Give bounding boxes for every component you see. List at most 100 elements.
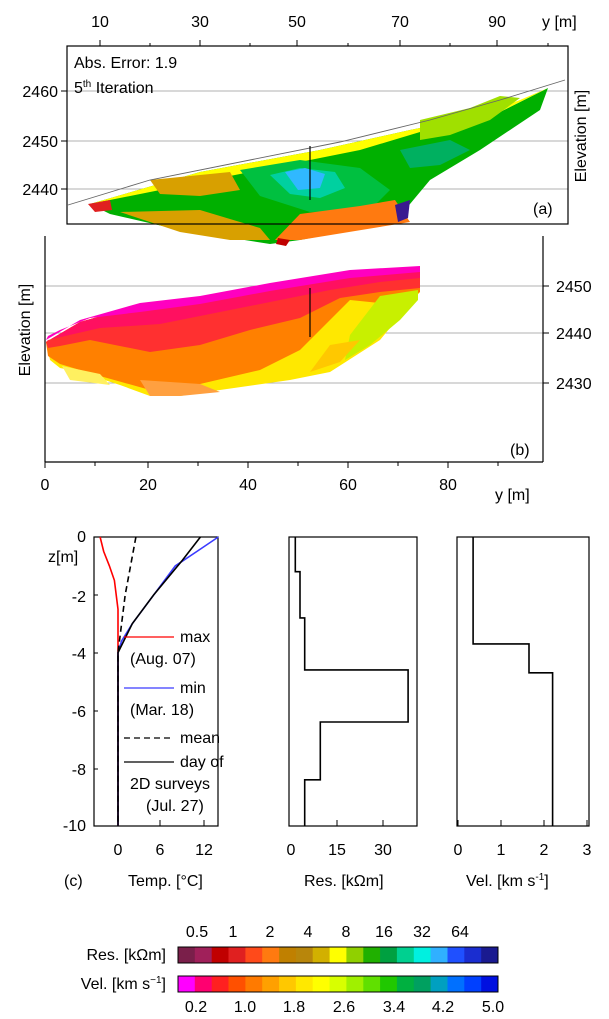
- panel-a-x-tick: 90: [488, 14, 506, 31]
- temp-legend: max (Aug. 07) min (Mar. 18) mean day of …: [124, 629, 224, 815]
- panel-a-x-tick: 70: [391, 14, 409, 31]
- vel-cbar-tick: 1.8: [283, 999, 305, 1016]
- temp-x-tick: 6: [156, 842, 165, 859]
- colorbar-swatch: [211, 976, 229, 992]
- colorbars: 0.5 1 2 4 8 16 32 64 Res. [kΩm] Vel. [km…: [81, 924, 504, 1016]
- colorbar-swatch: [447, 947, 465, 963]
- res-cbar-tick: 1: [229, 924, 238, 941]
- colorbar-swatch: [464, 947, 482, 963]
- res-cbar-tick: 0.5: [186, 924, 208, 941]
- res-cbar-tick: 16: [375, 924, 393, 941]
- vel-cbar-tick: 0.2: [185, 999, 207, 1016]
- z-label: z[m]: [48, 549, 78, 566]
- temp-x-tick: 0: [114, 842, 123, 859]
- panel-a-x-tick: 30: [191, 14, 209, 31]
- colorbar-swatch: [279, 947, 297, 963]
- colorbar-swatch: [346, 947, 364, 963]
- vel-plot-frame: [456, 536, 590, 827]
- abs-error-text: Abs. Error: 1.9: [74, 55, 177, 72]
- colorbar-swatch: [329, 947, 347, 963]
- series-line-day-of-2d-surveys-jul-27: [117, 536, 202, 826]
- z-tick: -8: [72, 762, 86, 779]
- res-cbar-tick: 4: [304, 924, 313, 941]
- res-cbar-tick: 8: [342, 924, 351, 941]
- z-tick: 0: [77, 529, 86, 546]
- colorbar-swatch: [413, 976, 432, 992]
- vel-colorbar-label: Vel. [km s−1]: [81, 975, 166, 993]
- z-tick: -6: [72, 704, 86, 721]
- vel-tickmarks: [457, 820, 588, 826]
- panel-b-y-tick: 2440: [556, 326, 592, 343]
- series-line-res: [294, 537, 409, 826]
- vel-x-tick: 3: [583, 842, 592, 859]
- panel-b-x-tick: 60: [339, 477, 357, 494]
- panel-b-y-tick: 2450: [556, 279, 592, 296]
- temp-x-tick: 12: [195, 842, 213, 859]
- colorbar-swatch: [329, 976, 347, 992]
- legend-max: max: [180, 629, 210, 646]
- panel-b-x-label: y [m]: [495, 487, 530, 504]
- panel-b-label: (b): [510, 442, 530, 459]
- res-x-tick: 15: [328, 842, 346, 859]
- legend-min-date: (Mar. 18): [130, 702, 194, 719]
- panel-a-y-tick: 2440: [22, 182, 58, 199]
- panel-a-y-label: Elevation [m]: [573, 90, 590, 182]
- colorbar-swatch: [363, 947, 381, 963]
- z-tick: -4: [72, 646, 86, 663]
- panel-b-x-tick: 40: [239, 477, 257, 494]
- colorbar-swatch: [413, 947, 432, 963]
- z-tick: -10: [63, 818, 86, 835]
- panel-c: z[m] 0 -2 -4 -6 -8 -10 max (Aug. 07) min…: [48, 529, 592, 890]
- colorbar-swatch: [396, 947, 415, 963]
- panel-a-left-tickmarks: [61, 90, 67, 190]
- panel-a-y-tick: 2450: [22, 134, 58, 151]
- colorbar-swatch: [245, 947, 263, 963]
- colorbar-frame: [177, 946, 499, 964]
- res-colorbar-ticks: 0.5 1 2 4 8 16 32 64: [186, 924, 469, 941]
- colorbar-swatch: [363, 976, 381, 992]
- res-series-group: [294, 537, 409, 826]
- legend-survey-line2: 2D surveys: [130, 776, 210, 793]
- panel-a: 10 30 50 70 90 y [m]: [22, 14, 590, 246]
- panel-b-x-tick: 20: [139, 477, 157, 494]
- res-x-tick: 30: [374, 842, 392, 859]
- colorbar-swatch: [481, 947, 499, 963]
- panel-a-tomogram: [67, 79, 566, 246]
- series-line-vel: [472, 537, 554, 826]
- panel-b: 2450 2440 2430 Elevation [m] 0 20 40 60 …: [17, 236, 592, 504]
- colorbar-swatch: [447, 976, 465, 992]
- colorbar-swatch: [262, 947, 280, 963]
- res-cbar-tick: 2: [266, 924, 275, 941]
- panel-b-tickmarks: [44, 285, 549, 468]
- panel-a-x-tick: 10: [91, 14, 109, 31]
- colorbar-swatch: [464, 976, 482, 992]
- res-cbar-tick: 32: [413, 924, 431, 941]
- colorbar-swatch: [346, 976, 364, 992]
- res-cbar-tick: 64: [451, 924, 469, 941]
- colorbar-swatch: [228, 976, 246, 992]
- vel-cbar-tick: 1.0: [234, 999, 256, 1016]
- vel-x-tick: 1: [497, 842, 506, 859]
- temp-series-group: [99, 536, 219, 826]
- colorbar-swatch: [194, 947, 213, 963]
- legend-mean: mean: [180, 730, 220, 747]
- panel-b-tomogram: [46, 266, 420, 396]
- colorbar-swatch: [228, 947, 246, 963]
- legend-max-date: (Aug. 07): [130, 651, 196, 668]
- colorbar-swatch: [178, 976, 196, 992]
- panel-b-x-tick: 0: [41, 477, 50, 494]
- vel-colorbar: [177, 975, 499, 993]
- legend-survey-line3: (Jul. 27): [146, 798, 204, 815]
- panel-a-y-tick: 2460: [22, 84, 58, 101]
- vel-cbar-tick: 5.0: [482, 999, 504, 1016]
- colorbar-swatch: [262, 976, 280, 992]
- panel-c-label: (c): [64, 873, 83, 890]
- vel-colorbar-ticks: 0.2 1.0 1.8 2.6 3.4 4.2 5.0: [185, 999, 504, 1016]
- colorbar-swatch: [279, 976, 297, 992]
- panel-a-x-label: y [m]: [542, 14, 577, 31]
- vel-x-tick: 2: [540, 842, 549, 859]
- colorbar-swatch: [396, 976, 415, 992]
- colorbar-swatch: [194, 976, 213, 992]
- panel-b-y-tick: 2430: [556, 376, 592, 393]
